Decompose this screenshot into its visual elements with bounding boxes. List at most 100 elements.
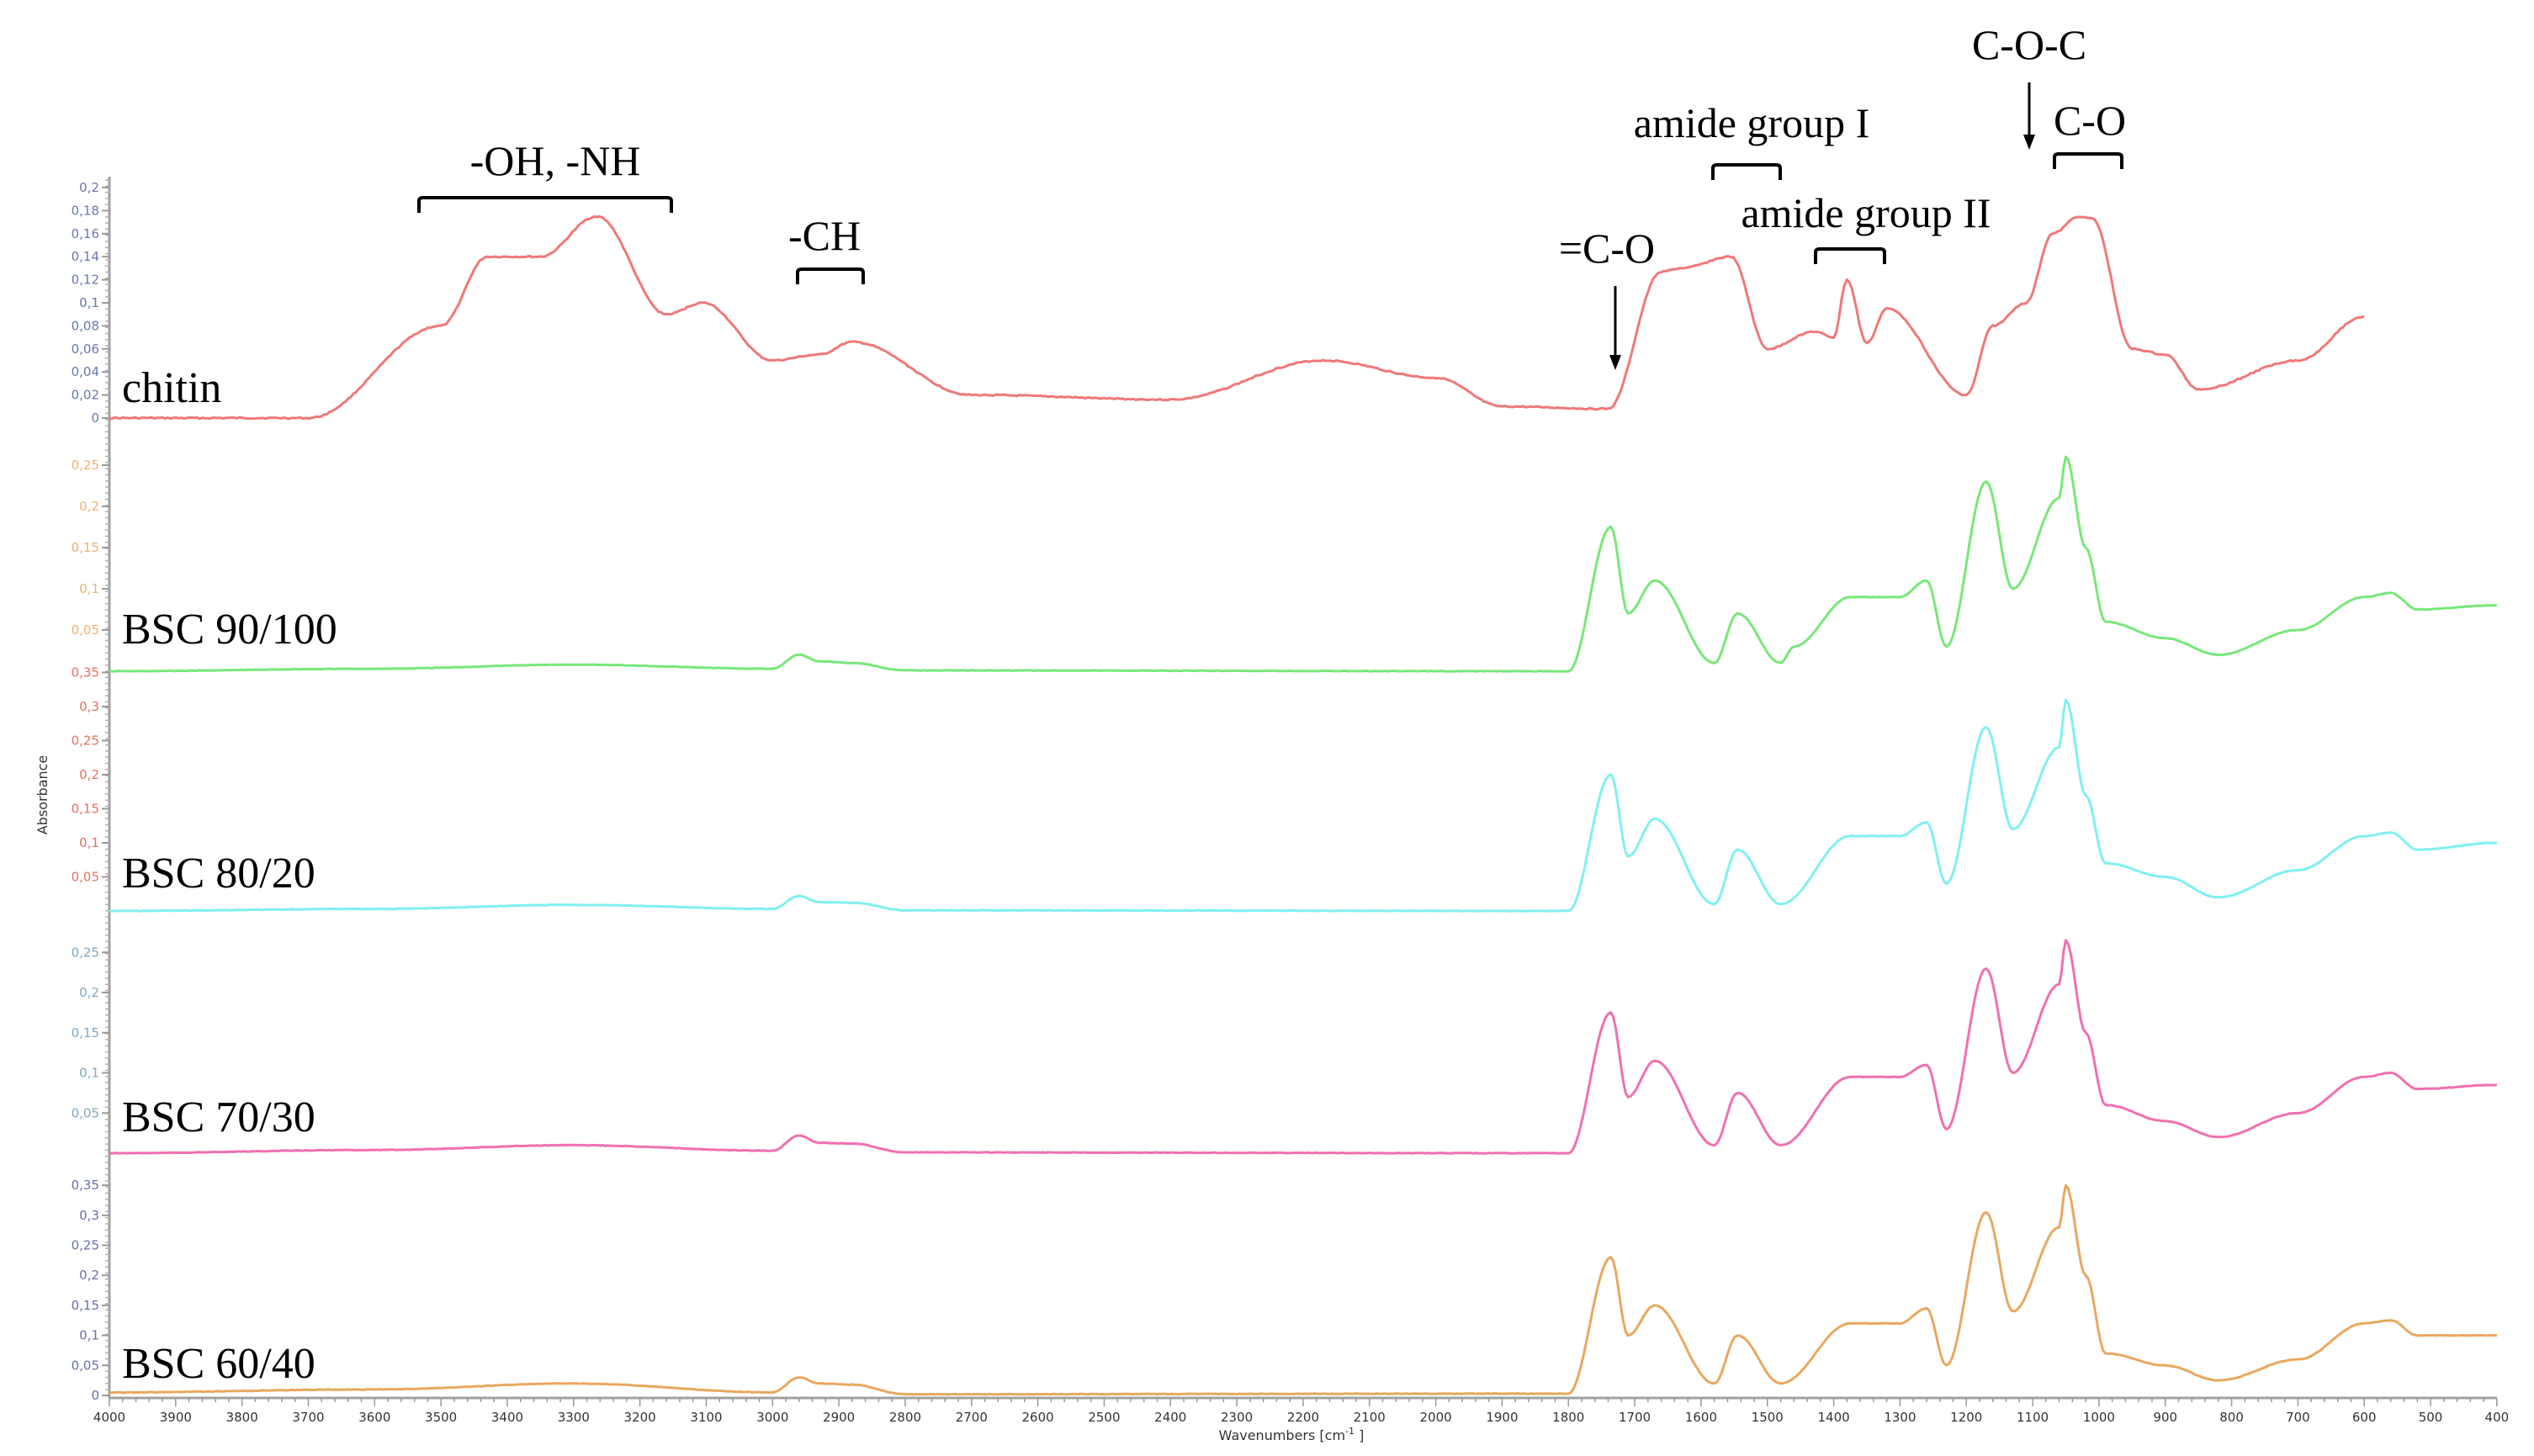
x-axis: 4000 3900 3800 3700 3600 3500 3400 3300 3200 3100… xyxy=(93,1396,2510,1425)
bracket-icon xyxy=(2053,152,2123,169)
x-tick-label: 4000 xyxy=(93,1410,125,1425)
bracket-icon xyxy=(1711,163,1782,180)
spectrum-bsc-60-40 xyxy=(109,1183,2497,1396)
y-tick-label: 0,35 xyxy=(72,1178,99,1193)
y-tick-label: 0,1 xyxy=(79,1328,99,1343)
x-tick-label: 1800 xyxy=(1552,1410,1584,1425)
y-tick-label: 0,1 xyxy=(79,835,99,850)
y-tick-label: 0,05 xyxy=(72,870,99,885)
y-tick-label: 0,05 xyxy=(72,622,99,638)
x-tick-label: 1400 xyxy=(1817,1410,1849,1425)
x-tick-label: 1900 xyxy=(1486,1410,1518,1425)
y-tick-label: 0,25 xyxy=(72,945,99,960)
spectra-curves xyxy=(109,214,2498,1396)
spectrum-bsc-80-20 xyxy=(109,698,2497,913)
x-tick-label: 3600 xyxy=(358,1410,390,1425)
x-tick-label: 400 xyxy=(2485,1410,2510,1425)
sample-label: BSC 70/30 xyxy=(122,1093,315,1141)
x-tick-label: 1500 xyxy=(1752,1410,1784,1425)
y-tick-label: 0,16 xyxy=(72,226,99,241)
x-tick-label: 3800 xyxy=(226,1410,258,1425)
y-tick-label: 0 xyxy=(91,410,99,426)
y-tick-label: 0,1 xyxy=(79,581,99,596)
y-tick-label: 0,3 xyxy=(79,699,99,714)
y-tick-label: 0,35 xyxy=(72,665,99,680)
x-tick-label: 800 xyxy=(2219,1410,2244,1425)
sample-label: BSC 80/20 xyxy=(122,850,315,897)
sample-label: chitin xyxy=(122,364,221,412)
y-tick-label: 0,05 xyxy=(72,1358,99,1373)
spectrum-bsc-70-30 xyxy=(109,939,2498,1155)
x-tick-label: 2400 xyxy=(1154,1410,1186,1425)
y-tick-label: 0,06 xyxy=(72,341,99,357)
x-tick-label: 1700 xyxy=(1619,1410,1651,1425)
y-tick-label: 0,05 xyxy=(72,1105,99,1120)
y-tick-label: 0,04 xyxy=(72,364,99,379)
bracket-icon xyxy=(1814,247,1886,264)
sample-labels: chitin BSC 90/100 BSC 80/20 BSC 70/30 BSC 60… xyxy=(122,364,337,1388)
annotation-label: -OH, -NH xyxy=(470,137,641,184)
x-tick-label: 1200 xyxy=(1950,1410,1982,1425)
y-tick-label: 0,3 xyxy=(79,1208,99,1223)
y-tick-label: 0,2 xyxy=(79,499,99,514)
x-tick-label: 1600 xyxy=(1685,1410,1717,1425)
x-tick-label: 3000 xyxy=(756,1410,788,1425)
arrowhead-icon xyxy=(1609,355,1621,370)
y-tick-label: 0,12 xyxy=(72,273,99,288)
x-tick-label: 1100 xyxy=(2017,1410,2049,1425)
x-tick-label: 1300 xyxy=(1884,1410,1916,1425)
y-tick-label: 0,15 xyxy=(72,1298,99,1313)
annotation-label: =C-O xyxy=(1559,225,1655,272)
x-tick-label: 2900 xyxy=(823,1410,855,1425)
x-tick-label: 2300 xyxy=(1221,1410,1253,1425)
y-tick-label: 0,14 xyxy=(72,249,99,264)
annotation-label: amide group I xyxy=(1634,99,1869,146)
x-tick-label: 3300 xyxy=(558,1410,590,1425)
x-tick-label: 3500 xyxy=(425,1410,457,1425)
x-tick-label: 3100 xyxy=(690,1410,722,1425)
annotation-label: C-O xyxy=(2054,97,2126,144)
y-tick-label: 0,18 xyxy=(72,203,99,218)
spectrum-chitin xyxy=(109,214,2365,421)
x-tick-label: 2000 xyxy=(1420,1410,1452,1425)
y-tick-label: 0,15 xyxy=(72,802,99,817)
x-tick-label: 3900 xyxy=(160,1410,192,1425)
peak-annotations: -OH, -NH -CH =C-O amide group I amide group … xyxy=(417,21,2126,370)
x-tick-label: 3200 xyxy=(624,1410,656,1425)
y-tick-label: 0,2 xyxy=(79,180,99,195)
x-tick-label: 700 xyxy=(2286,1410,2310,1425)
y-tick-label: 0,25 xyxy=(72,458,99,473)
x-tick-label: 3400 xyxy=(491,1410,523,1425)
arrowhead-icon xyxy=(2023,135,2035,150)
annotation-label: -CH xyxy=(788,212,861,259)
y-tick-label: 0,08 xyxy=(72,318,99,333)
x-tick-label: 1000 xyxy=(2083,1410,2115,1425)
sample-label: BSC 60/40 xyxy=(122,1340,315,1388)
annotation-label: C-O-C xyxy=(1972,21,2086,68)
y-tick-label: 0,1 xyxy=(79,295,99,310)
y-tick-label: 0,1 xyxy=(79,1066,99,1081)
y-tick-label: 0,15 xyxy=(72,540,99,555)
x-tick-label: 2700 xyxy=(956,1410,988,1425)
y-axis: 0 0,02 0,04 0,06 0,08 0,1 0,12 0,14 0,16 0,18 0,2 0… xyxy=(72,177,111,1403)
y-tick-label: 0,2 xyxy=(79,1268,99,1283)
x-tick-label: 2500 xyxy=(1088,1410,1120,1425)
y-tick-label: 0,2 xyxy=(79,767,99,782)
y-tick-label: 0,15 xyxy=(72,1025,99,1040)
y-tick-label: 0,2 xyxy=(79,985,99,1000)
y-tick-label: 0 xyxy=(91,1388,99,1403)
x-axis-title: Wavenumbers [cm-1 ] xyxy=(1219,1426,1365,1443)
sample-label: BSC 90/100 xyxy=(122,606,337,654)
bracket-icon xyxy=(796,267,865,284)
x-tick-label: 2100 xyxy=(1354,1410,1386,1425)
y-tick-label: 0,25 xyxy=(72,1238,99,1253)
bracket-icon xyxy=(417,196,673,213)
x-tick-label: 2200 xyxy=(1287,1410,1319,1425)
y-tick-label: 0,25 xyxy=(72,733,99,749)
x-tick-label: 2600 xyxy=(1022,1410,1054,1425)
x-tick-label: 600 xyxy=(2352,1410,2377,1425)
x-tick-label: 500 xyxy=(2419,1410,2443,1425)
annotation-label: amide group II xyxy=(1741,189,1991,236)
x-tick-label: 3700 xyxy=(292,1410,324,1425)
